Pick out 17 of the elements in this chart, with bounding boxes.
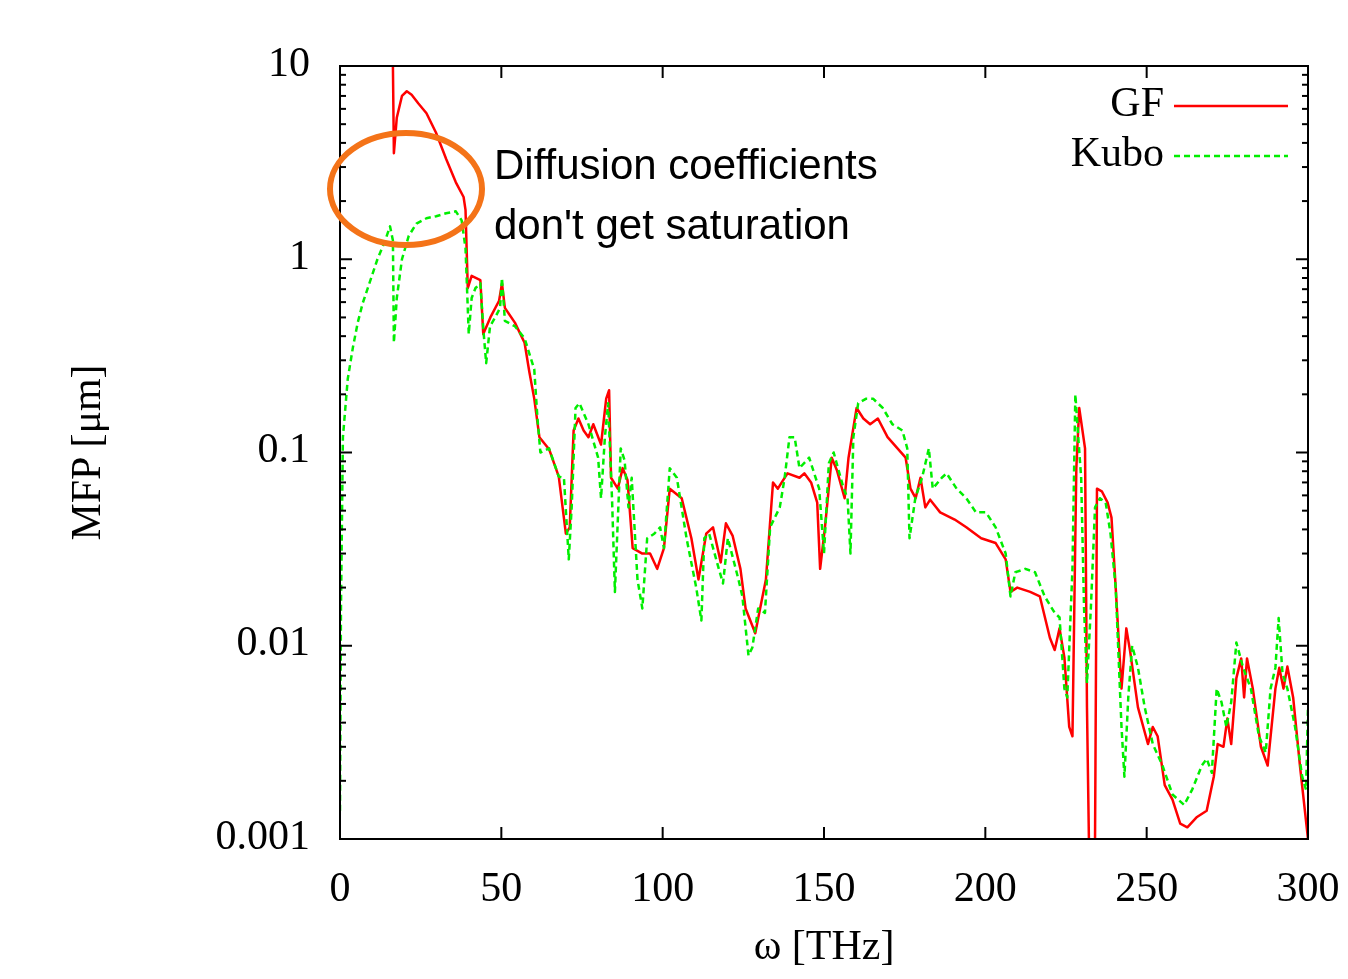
y-tick-label: 0.01 [236,618,310,665]
legend-label: GF [1110,78,1164,125]
x-tick-label: 50 [480,864,523,910]
x-tick-label: 250 [1115,864,1179,910]
y-tick-label: 0.1 [257,425,310,472]
legend-label: Kubo [1070,128,1164,175]
y-axis-title: MFP [μm] [63,364,109,541]
x-tick-label: 100 [631,864,695,910]
y-tick-label: 10 [268,38,310,85]
annotation: Diffusion coefficients don't get saturation [494,141,878,248]
x-tick-label: 300 [1276,864,1340,910]
y-tick-label: 0.001 [215,811,310,858]
y-tick-label: 1 [289,231,310,278]
x-axis-title: ω [THz] [753,922,895,968]
x-tick-label: 200 [953,864,1017,910]
x-tick-label: 0 [329,864,351,910]
x-tick-label: 150 [792,864,856,910]
